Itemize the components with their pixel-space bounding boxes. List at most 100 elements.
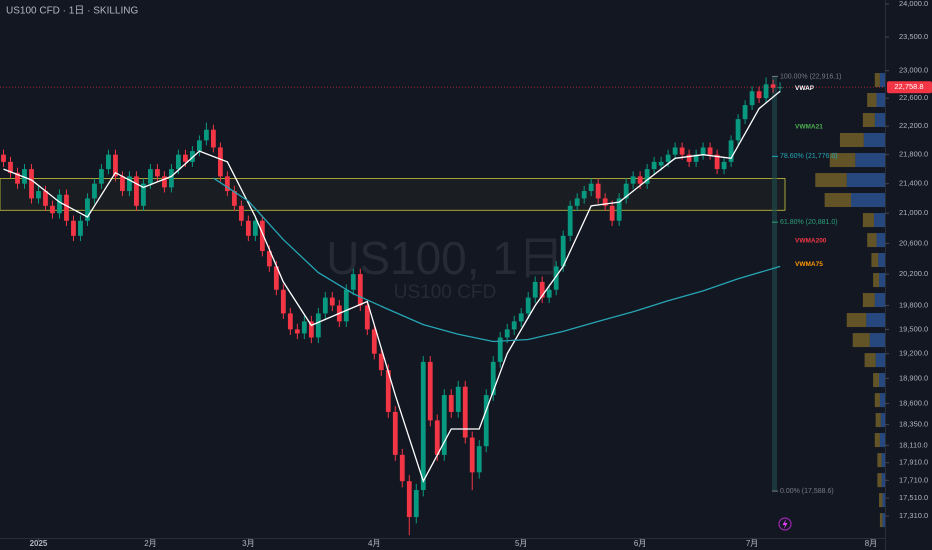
- candle-body: [22, 169, 27, 184]
- volume-profile-down: [874, 433, 880, 448]
- candle-body: [245, 220, 251, 236]
- y-tick-label: 17,510.0: [899, 493, 928, 502]
- volume-profile-up: [879, 433, 885, 448]
- candle-body: [1, 154, 6, 162]
- x-tick-label: 7月: [746, 539, 758, 548]
- y-tick-label: 20,200.0: [899, 269, 928, 278]
- last-price-tag: [887, 81, 932, 94]
- x-tick-label: 2月: [144, 539, 156, 548]
- watermark-title: US100, 1日: [326, 232, 564, 284]
- candle-body: [210, 129, 216, 148]
- candle-body: [231, 191, 237, 206]
- y-tick-label: 23,000.0: [899, 66, 928, 75]
- candle-body: [413, 490, 419, 518]
- candle-body: [29, 169, 34, 199]
- alert-bolt[interactable]: [782, 519, 788, 529]
- candle-body: [252, 220, 258, 236]
- candle-body: [595, 183, 601, 199]
- volume-profile-down: [875, 413, 881, 428]
- volume-profile-up: [879, 393, 885, 408]
- indicator-line: [3, 90, 781, 483]
- candle-body: [714, 154, 720, 170]
- candle-body: [8, 161, 13, 173]
- candle-body: [99, 169, 104, 184]
- y-tick-label: 17,310.0: [899, 511, 928, 520]
- candle-body: [64, 194, 69, 221]
- candle-body: [385, 370, 391, 412]
- candle-body: [483, 395, 489, 447]
- candle-body: [78, 220, 83, 236]
- candle-body: [462, 386, 468, 438]
- candle-body: [315, 313, 321, 338]
- candle-body: [378, 353, 384, 371]
- volume-profile-up: [880, 413, 885, 428]
- volume-profile-up: [874, 113, 885, 128]
- volume-profile-up: [855, 153, 885, 168]
- volume-profile-down: [867, 92, 877, 107]
- candle-body: [420, 361, 426, 491]
- candle-body: [707, 147, 713, 155]
- candle-body: [518, 313, 524, 322]
- volume-profile-down: [874, 73, 880, 88]
- candle-body: [735, 119, 741, 141]
- volume-profile-down: [864, 353, 876, 368]
- volume-profile-up: [875, 353, 885, 368]
- y-tick-label: 21,000.0: [899, 208, 928, 217]
- candle-body: [721, 161, 727, 170]
- candle-body: [43, 191, 48, 206]
- volume-profile-down: [879, 493, 883, 508]
- volume-profile-up: [874, 293, 885, 308]
- fib-range: [772, 76, 777, 492]
- volume-profile-up: [881, 453, 885, 468]
- volume-profile-down: [829, 153, 856, 168]
- candle-body: [630, 176, 636, 184]
- header-title: US100 CFD · 1日 · SKILLING: [6, 6, 138, 17]
- fib-level-label: 61.80% (20,881.0): [780, 219, 838, 226]
- candle-body: [134, 176, 139, 206]
- candle-body: [294, 329, 300, 334]
- candle-body: [455, 386, 461, 412]
- alert-circle[interactable]: [778, 517, 792, 531]
- candle-body: [588, 183, 594, 192]
- alert-icon[interactable]: [778, 517, 792, 531]
- candle-body: [182, 154, 188, 162]
- candle-body: [553, 266, 559, 290]
- candle-body: [141, 183, 146, 206]
- y-tick-label: 17,910.0: [899, 458, 928, 467]
- candle-body: [476, 446, 482, 473]
- candle-body: [287, 313, 293, 330]
- candle-body: [399, 454, 405, 482]
- candle-body: [693, 154, 699, 162]
- fib-level-label: 0.00% (17,588.6): [780, 488, 834, 495]
- fib-level-label: 78.60% (21,776.0): [780, 153, 838, 160]
- candle-body: [686, 154, 692, 162]
- candle-body: [350, 274, 356, 290]
- candle-body: [259, 220, 265, 252]
- candle-body: [763, 84, 769, 99]
- volume-profile-down: [824, 193, 851, 208]
- candle-body: [497, 337, 503, 362]
- candle-body: [357, 274, 363, 306]
- candle-body: [609, 205, 615, 221]
- volume-profile-up: [851, 193, 885, 208]
- y-tick-label: 22,600.0: [899, 93, 928, 102]
- candle-body: [742, 105, 748, 120]
- watermark-subtitle: US100 CFD: [394, 282, 496, 303]
- candle-body: [189, 151, 195, 162]
- y-tick-label: 24,000.0: [899, 0, 928, 8]
- candle-body: [106, 154, 111, 170]
- candle-body: [567, 205, 573, 236]
- y-tick-label: 20,600.0: [899, 238, 928, 247]
- candle-body: [504, 329, 510, 338]
- candle-body: [238, 205, 244, 221]
- volume-profile-down: [871, 252, 879, 267]
- candle-body: [441, 395, 447, 455]
- y-tick-label: 23,500.0: [899, 32, 928, 41]
- volume-profile-down: [874, 393, 880, 408]
- volume-profile-up: [881, 473, 885, 488]
- volume-profile-up: [869, 333, 885, 348]
- candle-body: [623, 183, 629, 199]
- candle-body: [406, 481, 412, 518]
- candle-body: [665, 154, 671, 162]
